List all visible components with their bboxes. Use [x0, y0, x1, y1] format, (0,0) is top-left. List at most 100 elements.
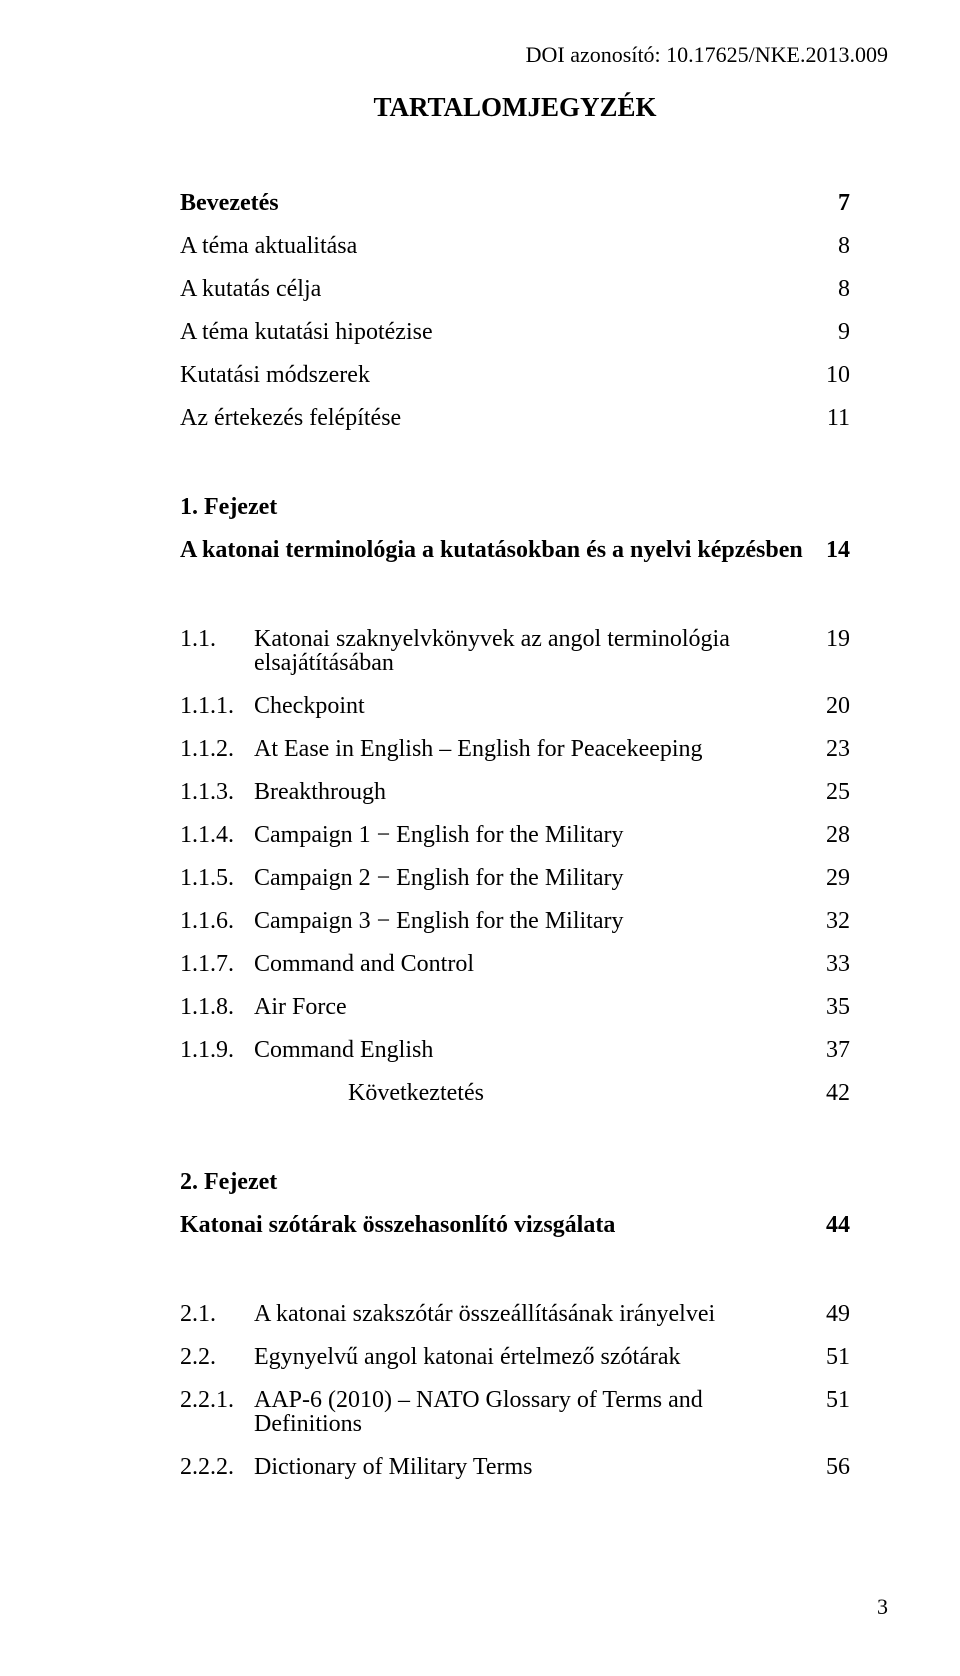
toc-row-left: Az értekezés felépítése	[180, 406, 401, 430]
toc-row-page: 11	[810, 406, 850, 430]
toc-row-number: 2.2.2.	[180, 1455, 254, 1479]
toc-row-page: 51	[810, 1388, 850, 1412]
toc-row-left: 1.1.2.At Ease in English – English for P…	[180, 737, 703, 761]
toc-row-left: 1.1.Katonai szaknyelvkönyvek az angol te…	[180, 627, 810, 675]
toc-spacer	[180, 1256, 850, 1302]
toc-row-page: 51	[810, 1345, 850, 1369]
page: DOI azonosító: 10.17625/NKE.2013.009 TAR…	[0, 0, 960, 1676]
toc-row: Következtetés 42	[180, 1081, 850, 1105]
toc-row: Bevezetés 7	[180, 191, 850, 215]
toc-row-number: 1.1.4.	[180, 823, 254, 847]
toc-row-label: Kutatási módszerek	[180, 363, 370, 387]
toc-row-label: Breakthrough	[254, 780, 386, 804]
toc-row-label: Dictionary of Military Terms	[254, 1455, 532, 1479]
toc-row-label: Az értekezés felépítése	[180, 406, 401, 430]
toc-row-left: Következtetés	[180, 1081, 484, 1105]
toc-row-label: Katonai szótárak összehasonlító vizsgála…	[180, 1213, 615, 1237]
toc-row-left: 1.1.4.Campaign 1 − English for the Milit…	[180, 823, 623, 847]
toc-row: 1.1.8.Air Force 35	[180, 995, 850, 1019]
toc-row: 1.1.2.At Ease in English – English for P…	[180, 737, 850, 761]
toc-row-left: Kutatási módszerek	[180, 363, 370, 387]
toc-row: 1.1.4.Campaign 1 − English for the Milit…	[180, 823, 850, 847]
toc-row-label: 2. Fejezet	[180, 1170, 277, 1194]
toc-row-label: A katonai szakszótár összeállításának ir…	[254, 1302, 715, 1326]
toc-row-page: 29	[810, 866, 850, 890]
toc-row: 2.2.Egynyelvű angol katonai értelmező sz…	[180, 1345, 850, 1369]
toc-row-page: 49	[810, 1302, 850, 1326]
toc-row-label: Campaign 2 − English for the Military	[254, 866, 623, 890]
toc-row: 1.1.3.Breakthrough 25	[180, 780, 850, 804]
toc-row-label: Bevezetés	[180, 191, 279, 215]
toc-row-number: 1.1.9.	[180, 1038, 254, 1062]
toc-row: A kutatás célja 8	[180, 277, 850, 301]
toc-row-left: 1.1.5.Campaign 2 − English for the Milit…	[180, 866, 623, 890]
toc-row-page: 20	[810, 694, 850, 718]
toc-row: 1.1.9.Command English 37	[180, 1038, 850, 1062]
toc-row-left: 2. Fejezet	[180, 1170, 277, 1194]
toc-row: A katonai terminológia a kutatásokban és…	[180, 538, 850, 562]
toc-row: 1. Fejezet	[180, 495, 850, 519]
toc-row-left: 1.1.7.Command and Control	[180, 952, 474, 976]
toc-row-number: 1.1.7.	[180, 952, 254, 976]
toc-row-page: 33	[810, 952, 850, 976]
toc-row-page: 32	[810, 909, 850, 933]
toc-row-left: 2.2.1.AAP-6 (2010) – NATO Glossary of Te…	[180, 1388, 810, 1436]
toc-row-left: Katonai szótárak összehasonlító vizsgála…	[180, 1213, 615, 1237]
toc-row-left: 1.1.9.Command English	[180, 1038, 433, 1062]
toc-row-label: Egynyelvű angol katonai értelmező szótár…	[254, 1345, 681, 1369]
toc-row-left: A téma kutatási hipotézise	[180, 320, 433, 344]
toc-row: A téma aktualitása8	[180, 234, 850, 258]
toc-row-label: A katonai terminológia a kutatásokban és…	[180, 538, 803, 562]
toc-row: 1.1.6.Campaign 3 − English for the Milit…	[180, 909, 850, 933]
toc-row-label: At Ease in English – English for Peaceke…	[254, 737, 703, 761]
toc-row-label: Következtetés	[348, 1081, 484, 1105]
toc-row-page: 25	[810, 780, 850, 804]
toc-row-page: 37	[810, 1038, 850, 1062]
toc-row-number: 1.1.2.	[180, 737, 254, 761]
toc-row-page: 42	[810, 1081, 850, 1105]
toc-row-number: 2.1.	[180, 1302, 254, 1326]
toc-row-label: Katonai szaknyelvkönyvek az angol termin…	[254, 627, 810, 675]
toc-row-page: 8	[810, 234, 850, 258]
toc-row-number: 1.1.1.	[180, 694, 254, 718]
toc-row-label: AAP-6 (2010) – NATO Glossary of Terms an…	[254, 1388, 810, 1436]
toc-row: 1.1.7.Command and Control 33	[180, 952, 850, 976]
toc-row: A téma kutatási hipotézise9	[180, 320, 850, 344]
toc-row-left: A katonai terminológia a kutatásokban és…	[180, 538, 803, 562]
toc-row-page: 56	[810, 1455, 850, 1479]
toc-row-page: 14	[810, 538, 850, 562]
toc-row-left: 1. Fejezet	[180, 495, 277, 519]
toc-row-page: 35	[810, 995, 850, 1019]
toc-row-page: 7	[810, 191, 850, 215]
toc-row-label: A téma kutatási hipotézise	[180, 320, 433, 344]
toc-row-page: 10	[810, 363, 850, 387]
doi-identifier: DOI azonosító: 10.17625/NKE.2013.009	[526, 42, 888, 68]
toc-row-left: A kutatás célja	[180, 277, 321, 301]
toc-row-left: 2.2.Egynyelvű angol katonai értelmező sz…	[180, 1345, 681, 1369]
toc-row-page: 19	[810, 627, 850, 651]
toc-row-left: 1.1.8.Air Force	[180, 995, 347, 1019]
toc-row-number: 2.2.	[180, 1345, 254, 1369]
toc-row: 2. Fejezet	[180, 1170, 850, 1194]
toc-row-page: 23	[810, 737, 850, 761]
toc-spacer	[180, 449, 850, 495]
toc-row: Katonai szótárak összehasonlító vizsgála…	[180, 1213, 850, 1237]
toc-row-label: Air Force	[254, 995, 347, 1019]
toc-row-page: 8	[810, 277, 850, 301]
toc-row-number: 1.1.3.	[180, 780, 254, 804]
toc-row: 1.1.Katonai szaknyelvkönyvek az angol te…	[180, 627, 850, 675]
toc-row-label: Command and Control	[254, 952, 474, 976]
toc-row-number: 1.1.	[180, 627, 254, 651]
toc-row-number: 1.1.6.	[180, 909, 254, 933]
toc-row-label: Campaign 3 − English for the Military	[254, 909, 623, 933]
toc-row-left: 1.1.3.Breakthrough	[180, 780, 386, 804]
toc-row-page: 44	[810, 1213, 850, 1237]
toc-row: 2.2.1.AAP-6 (2010) – NATO Glossary of Te…	[180, 1388, 850, 1436]
toc-row-label: Campaign 1 − English for the Military	[254, 823, 623, 847]
toc-row-number: 2.2.1.	[180, 1388, 254, 1412]
footer-page-number: 3	[877, 1594, 888, 1620]
toc-row-left: 2.1.A katonai szakszótár összeállításána…	[180, 1302, 715, 1326]
toc-body: Bevezetés 7 A téma aktualitása8 A kutatás c…	[180, 191, 850, 1479]
toc-row-number: 1.1.8.	[180, 995, 254, 1019]
toc-row: Kutatási módszerek 10	[180, 363, 850, 387]
